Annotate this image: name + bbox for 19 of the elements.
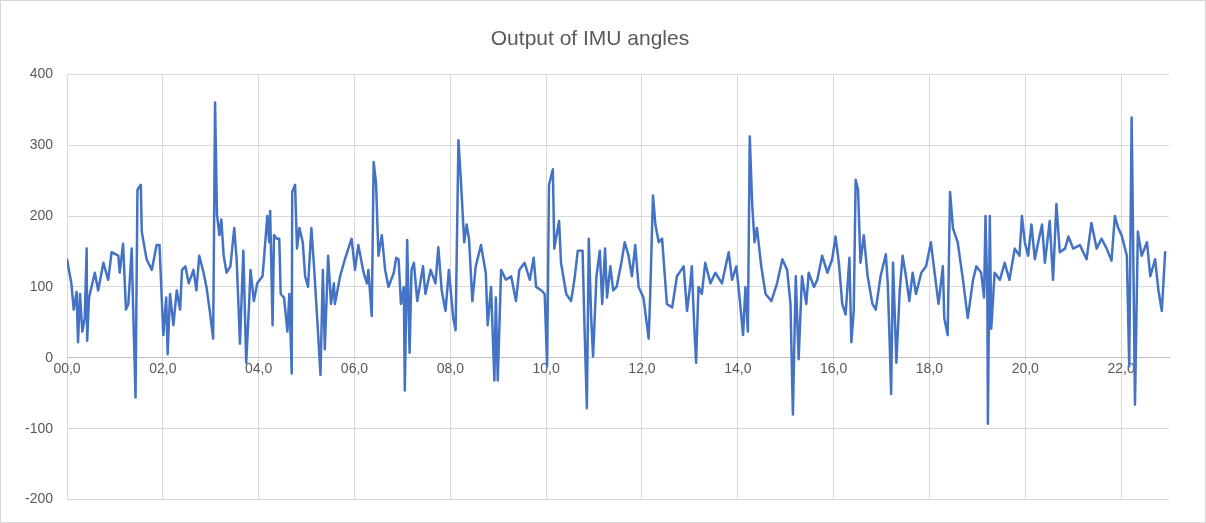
x-tick-label: 00,0 bbox=[53, 360, 81, 377]
y-tick-label: 100 bbox=[29, 277, 54, 294]
x-tick-label: 16,0 bbox=[819, 360, 848, 377]
y-tick-label: -100 bbox=[24, 419, 54, 436]
x-tick-label: 14,0 bbox=[724, 360, 752, 377]
chart-title: Output of IMU angles bbox=[490, 26, 690, 50]
x-tick-label: 08,0 bbox=[436, 360, 465, 377]
x-tick-label: 10,0 bbox=[532, 360, 560, 377]
x-tick-label: 04,0 bbox=[245, 360, 273, 377]
x-tick-label: 06,0 bbox=[340, 360, 369, 377]
y-tick-label: 0 bbox=[45, 348, 54, 365]
y-tick-label: -200 bbox=[24, 490, 54, 507]
x-tick-label: 18,0 bbox=[915, 360, 944, 377]
x-tick-label: 02,0 bbox=[149, 360, 177, 377]
x-tick-label: 12,0 bbox=[628, 360, 656, 377]
y-tick-label: 200 bbox=[29, 206, 54, 223]
y-tick-label: 300 bbox=[29, 135, 54, 152]
x-tick-label: 20,0 bbox=[1011, 360, 1040, 377]
y-tick-label: 400 bbox=[29, 65, 54, 82]
